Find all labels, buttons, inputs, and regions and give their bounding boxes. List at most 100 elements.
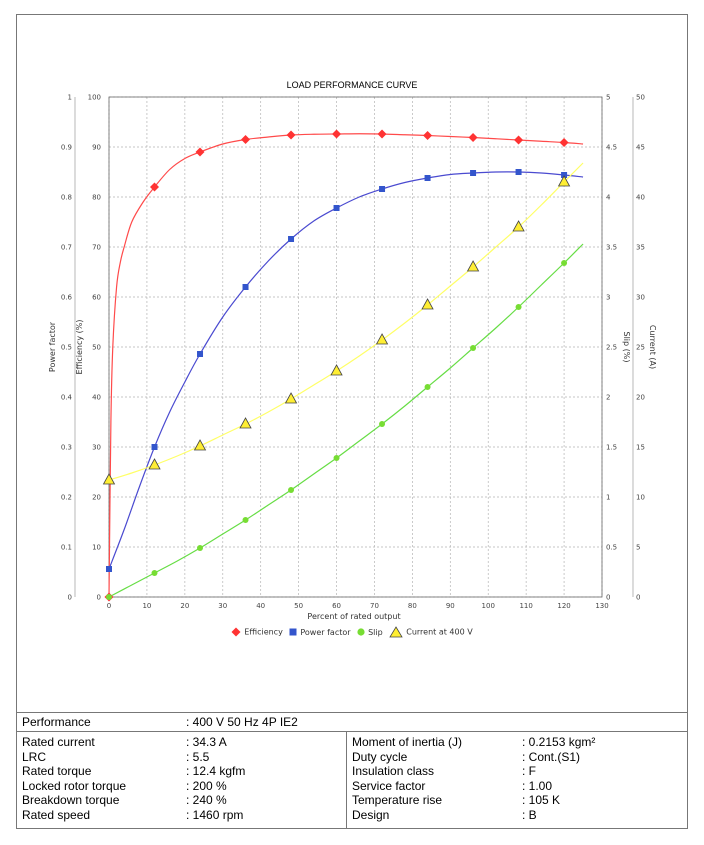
spec-label-design: Design (352, 807, 390, 822)
legend-item-slip: Slip (357, 628, 383, 637)
spec-value-rated-speed: : 1460 rpm (186, 807, 244, 822)
x-tick-label: 10 (142, 602, 151, 610)
spec-label-insulation-class: Insulation class (352, 764, 435, 778)
spec-value-insulation-class: : F (522, 764, 536, 778)
power-factor-point (242, 284, 249, 290)
slip-tick-label: 1 (606, 494, 610, 502)
power-factor-point (333, 205, 340, 211)
current-tick-label: 20 (636, 394, 645, 402)
slip-tick-label: 3 (606, 294, 610, 302)
slip-tick-label: 0 (606, 594, 610, 602)
efficiency-point (195, 147, 205, 157)
power-factor-point (288, 236, 295, 242)
x-tick-label: 0 (107, 602, 111, 610)
performance-value: : 400 V 50 Hz 4P IE2 (186, 715, 298, 729)
x-tick-label: 70 (370, 602, 379, 610)
spec-label-locked-rotor-torque: Locked rotor torque (22, 778, 127, 793)
efficiency-tick-label: 20 (92, 494, 101, 502)
x-tick-label: 20 (180, 602, 189, 610)
efficiency-tick-label: 60 (92, 294, 101, 302)
current-at-400-v-point (557, 175, 571, 187)
circle-icon (357, 628, 365, 636)
current-tick-label: 5 (636, 544, 640, 552)
slip-tick-label: 0.5 (606, 544, 617, 552)
spec-value-breakdown-torque: : 240 % (186, 793, 227, 807)
x-tick-label: 80 (408, 602, 417, 610)
current-at-400-v-point (512, 220, 525, 232)
slip-point (197, 545, 204, 551)
current-tick-label: 30 (636, 294, 645, 302)
legend-item-current: Current at 400 V (389, 626, 473, 638)
x-axis-label: Percent of rated output (307, 612, 400, 621)
current-tick-label: 10 (636, 494, 645, 502)
load-performance-chart: LOAD PERFORMANCE CURVE 0 10 20 30 40 50 60 70 80… (48, 80, 657, 621)
slip-tick-label: 2.5 (606, 344, 617, 352)
slip-tick-label: 5 (606, 94, 610, 102)
power-factor-tick-label: 0.9 (61, 144, 72, 152)
slip-point (333, 455, 340, 461)
power-factor-tick-label: 0.2 (61, 494, 72, 502)
diamond-icon (231, 627, 241, 637)
legend-item-power-factor: Power factor (289, 628, 351, 637)
power-factor-tick-label: 0.1 (61, 544, 72, 552)
spec-label-breakdown-torque: Breakdown torque (22, 793, 120, 807)
slip-point (106, 594, 112, 600)
spec-value-rated-current: : 34.3 A (186, 735, 227, 749)
current-at-400-v-point (375, 333, 389, 345)
x-tick-label: 60 (332, 602, 341, 610)
slip-point (379, 421, 386, 427)
spec-value-service-factor: : 1.00 (522, 778, 553, 793)
spec-value-moment-of-inertia: : 0.2153 kgm² (522, 735, 596, 749)
power-factor-axis-label: Power factor (48, 321, 57, 372)
spec-value-temperature-rise: : 105 K (522, 793, 561, 807)
efficiency-tick-label: 0 (97, 594, 101, 602)
spec-value-design: : B (522, 807, 537, 822)
x-tick-label: 50 (294, 602, 303, 610)
spec-label-temperature-rise: Temperature rise (352, 793, 443, 807)
spec-value-locked-rotor-torque: : 200 % (186, 778, 227, 793)
slip-tick-label: 3.5 (606, 244, 617, 252)
power-factor-tick-label: 0.6 (61, 294, 73, 302)
slip-point (470, 345, 477, 351)
plot-border (108, 96, 603, 598)
slip-curve (108, 243, 584, 598)
efficiency-tick-label: 10 (92, 544, 101, 552)
x-tick-label: 120 (557, 602, 570, 610)
current-tick-label: 45 (636, 144, 645, 152)
current-tick-label: 15 (636, 444, 645, 452)
spec-label-rated-speed: Rated speed (22, 807, 91, 822)
slip-point (151, 570, 158, 576)
spec-label-duty-cycle: Duty cycle (352, 749, 408, 764)
spec-value-duty-cycle: : Cont.(S1) (522, 749, 581, 764)
power-factor-point (515, 169, 522, 175)
efficiency-point (468, 133, 478, 142)
current-at-400-v-point (193, 439, 207, 451)
power-factor-tick-label: 0.8 (61, 194, 72, 202)
current-at-400-v-curve (108, 162, 584, 481)
slip-point (424, 384, 431, 390)
efficiency-point (377, 129, 387, 139)
current-at-400-v-point (466, 260, 480, 272)
x-tick-label: 90 (446, 602, 455, 610)
legend-item-efficiency: Efficiency (231, 627, 283, 637)
efficiency-point (514, 135, 524, 145)
performance-row: Performance : 400 V 50 Hz 4P IE2 (16, 712, 688, 732)
slip-point (515, 304, 522, 310)
slip-tick-label: 4.5 (606, 144, 617, 152)
current-at-400-v-point (330, 364, 343, 376)
power-factor-tick-label: 0.7 (61, 244, 72, 252)
efficiency-tick-label: 80 (92, 194, 101, 202)
power-factor-point (379, 186, 386, 192)
efficiency-tick-label: 100 (88, 94, 101, 102)
current-at-400-v-point (421, 298, 434, 310)
column-divider (346, 732, 347, 829)
efficiency-point (241, 135, 251, 144)
current-tick-label: 35 (636, 244, 645, 252)
slip-point (242, 517, 249, 523)
efficiency-point (559, 138, 569, 147)
power-factor-curve (108, 171, 584, 570)
efficiency-point (150, 182, 160, 192)
triangle-icon (389, 626, 403, 638)
spec-label-rated-current: Rated current (22, 735, 95, 749)
efficiency-tick-label: 40 (92, 394, 101, 402)
